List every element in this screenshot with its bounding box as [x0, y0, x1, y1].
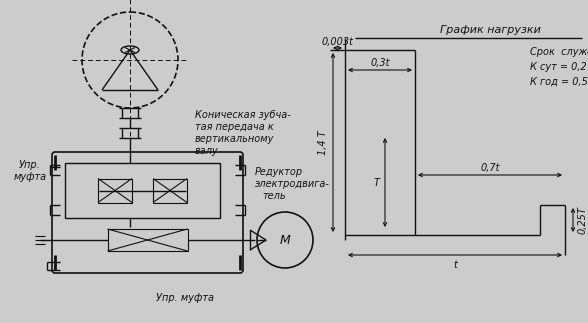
Text: К сут = 0,2: К сут = 0,2: [530, 62, 587, 72]
Bar: [98, 179, 132, 203]
Text: Срок  службы 8 лет: Срок службы 8 лет: [530, 47, 588, 57]
Bar: [153, 179, 187, 203]
Bar: [108, 229, 188, 251]
Text: 0,7t: 0,7t: [480, 163, 500, 173]
Bar: [65, 163, 220, 218]
Text: Упр. муфта: Упр. муфта: [156, 293, 214, 303]
Text: Упр.: Упр.: [19, 160, 41, 170]
Text: Т: Т: [374, 178, 380, 187]
Text: 0,25Т: 0,25Т: [578, 206, 588, 234]
Text: М: М: [280, 234, 290, 246]
Text: К год = 0,5: К год = 0,5: [530, 77, 588, 87]
Text: Коническая зубча-: Коническая зубча-: [195, 110, 290, 120]
Text: 0,3t: 0,3t: [370, 58, 390, 68]
Text: муфта: муфта: [14, 172, 46, 182]
Text: тель: тель: [262, 191, 286, 201]
Text: t: t: [453, 260, 457, 270]
Text: тая передача к: тая передача к: [195, 122, 274, 132]
Text: График нагрузки: График нагрузки: [440, 25, 540, 35]
Text: Редуктор: Редуктор: [255, 167, 303, 177]
Text: вертикальному: вертикальному: [195, 134, 275, 144]
Text: электродвига-: электродвига-: [255, 179, 330, 189]
Text: 0,003t: 0,003t: [322, 37, 353, 47]
Text: 1,4 Т: 1,4 Т: [318, 130, 328, 155]
Text: валу: валу: [195, 146, 219, 156]
